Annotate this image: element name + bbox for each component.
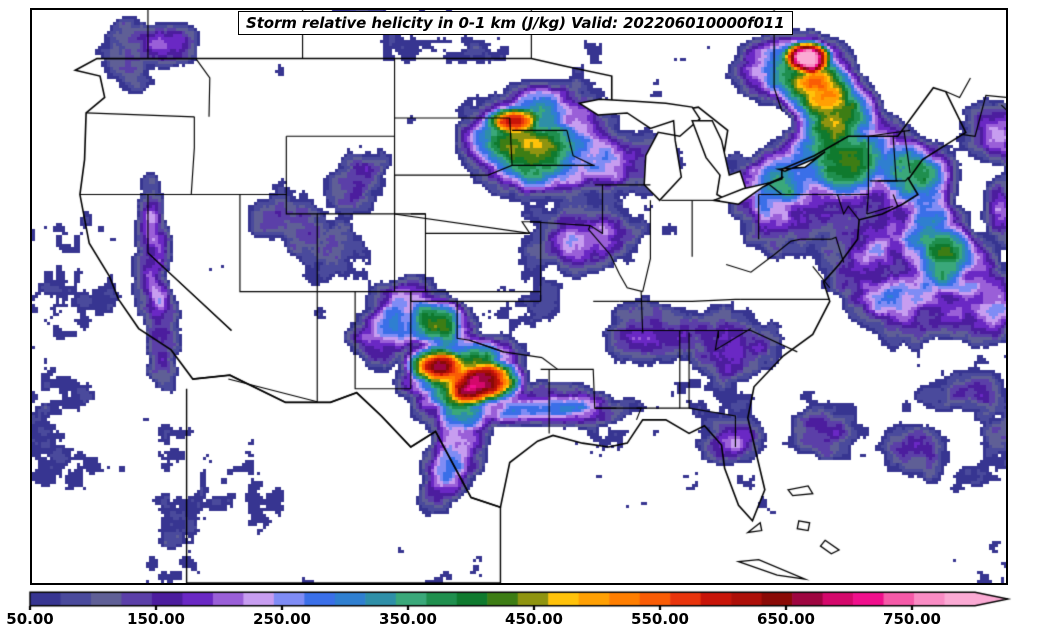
- map-panel: [30, 8, 1008, 585]
- colorbar-tick-label: 50.00: [6, 610, 54, 628]
- colorbar-gradient: [0, 588, 1037, 610]
- chart-title: Storm relative helicity in 0-1 km (J/kg)…: [246, 14, 785, 32]
- chart-title-box: Storm relative helicity in 0-1 km (J/kg)…: [238, 11, 793, 35]
- colorbar-tick-label: 250.00: [253, 610, 311, 628]
- colorbar-tick-label: 550.00: [631, 610, 689, 628]
- colorbar-tick-label: 150.00: [127, 610, 185, 628]
- colorbar-tick-label: 350.00: [379, 610, 437, 628]
- colorbar: 50.00 150.00 250.00 350.00 450.00 550.00 650.0…: [0, 588, 1037, 640]
- colorbar-tick-label: 650.00: [757, 610, 815, 628]
- colorbar-tick-label: 750.00: [883, 610, 941, 628]
- helicity-field-canvas: [32, 10, 1006, 583]
- colorbar-tick-label: 450.00: [505, 610, 563, 628]
